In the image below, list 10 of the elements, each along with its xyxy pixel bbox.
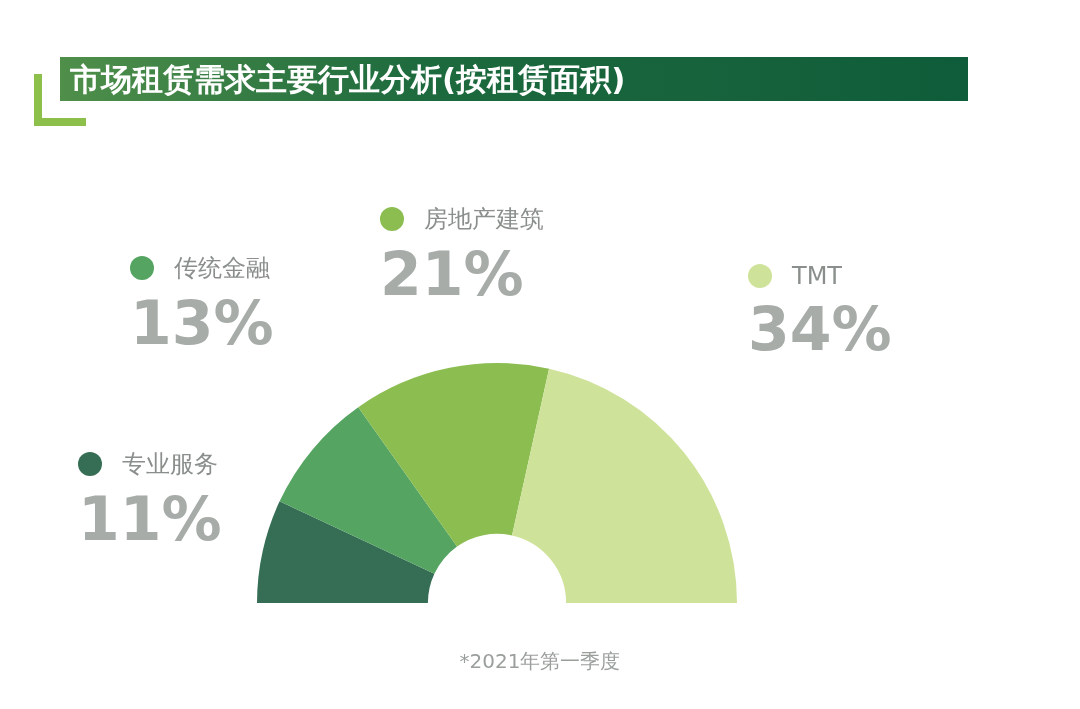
data-label: 34%: [748, 294, 892, 364]
legend-label: 专业服务: [121, 449, 219, 480]
chart-title: 市场租赁需求主要行业分析(按租赁面积): [60, 57, 968, 101]
data-label: 21%: [380, 239, 525, 309]
data-label: 13%: [130, 288, 274, 358]
legend-label: 房地产建筑: [423, 204, 544, 235]
data-label: 11%: [78, 484, 222, 554]
legend-label: TMT: [791, 262, 844, 290]
text: *2021年第一季度: [458, 648, 622, 675]
legend-label: 传统金融: [173, 253, 271, 284]
